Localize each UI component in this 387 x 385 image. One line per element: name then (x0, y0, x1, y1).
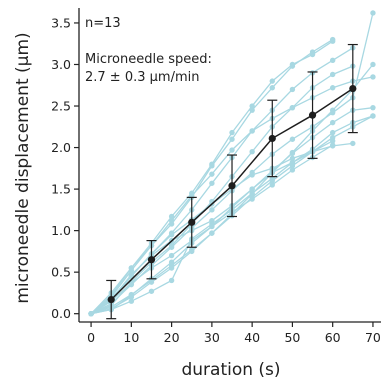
individual-trace-point (249, 172, 255, 178)
individual-trace-point (128, 265, 135, 271)
mean-point (188, 218, 196, 226)
individual-trace-point (249, 149, 255, 155)
individual-trace-line (90, 142, 353, 315)
individual-trace-point (249, 128, 255, 134)
y-tick-label: 2.5 (51, 99, 71, 114)
individual-trace-point (249, 186, 255, 192)
individual-trace-point (269, 78, 275, 84)
y-tick-label: 0.5 (51, 265, 71, 280)
y-axis-label: microneedle displacement (µm) (13, 32, 33, 303)
individual-trace-point (209, 180, 215, 186)
sample-size-annotation: n=13 (85, 16, 121, 31)
y-tick-label: 0.0 (51, 306, 71, 321)
x-tick-label: 0 (87, 330, 95, 345)
mean-point (228, 182, 236, 190)
x-tick-label: 10 (123, 330, 139, 345)
individual-trace-point (329, 119, 336, 126)
axes-group (78, 8, 381, 323)
individual-trace-point (350, 140, 356, 147)
individual-trace-point (168, 259, 175, 265)
ticks-group: 0 10 20 30 40 50 60 70 0.0 0.5 1.0 1.5 2.0 2.5 3.0 3.5 (51, 15, 381, 345)
mean-point (147, 256, 156, 264)
x-tick-label: 30 (204, 330, 220, 345)
speed-annotation-line2: 2.7 ± 0.3 µm/min (85, 70, 199, 85)
individual-trace-point (209, 161, 215, 167)
individual-trace-point (289, 136, 296, 142)
mean-point (268, 134, 276, 143)
individual-trace-point (249, 196, 255, 202)
individual-trace-point (329, 71, 336, 78)
individual-trace-point (249, 107, 255, 113)
individual-trace-point (128, 294, 135, 300)
individual-trace-point (289, 159, 296, 166)
y-tick-label: 1.0 (51, 223, 71, 238)
individual-trace-point (249, 190, 255, 196)
individual-trace-point (128, 298, 135, 304)
individual-trace-point (329, 109, 336, 116)
y-tick-label: 2.0 (51, 140, 71, 155)
individual-trace-point (229, 147, 235, 153)
mean-point (308, 111, 317, 119)
individual-trace-point (269, 182, 275, 188)
mean-series-group (106, 43, 358, 320)
individual-trace-point (168, 217, 175, 224)
individual-trace-point (168, 252, 175, 259)
individual-trace-point (370, 10, 376, 16)
individual-trace-point (370, 61, 376, 68)
x-tick-label: 40 (244, 330, 260, 345)
individual-trace-point (168, 244, 175, 250)
y-tick-label: 1.5 (51, 182, 71, 197)
individual-trace-point (209, 207, 215, 213)
individual-trace-point (289, 155, 296, 162)
individual-trace-point (148, 279, 155, 285)
individual-trace-point (209, 217, 215, 224)
individual-trace-point (148, 288, 155, 294)
individual-trace-point (329, 138, 336, 144)
individual-trace-point (189, 248, 195, 255)
speed-annotation-line1: Microneedle speed: (85, 52, 212, 67)
mean-point (107, 295, 115, 304)
individual-trace-point (88, 310, 94, 317)
individual-trace-point (168, 277, 175, 284)
individual-trace-point (168, 213, 175, 220)
individual-trace-point (329, 38, 336, 44)
individual-trace-point (289, 104, 296, 111)
individual-trace-point (289, 150, 296, 157)
individual-trace-point (329, 57, 336, 64)
individual-trace-point (209, 230, 215, 236)
individual-trace-point (209, 223, 215, 230)
individual-trace-point (289, 167, 296, 173)
x-axis-label: duration (s) (181, 360, 280, 380)
individual-trace-point (370, 104, 376, 111)
individual-trace-point (329, 85, 336, 91)
individual-trace-point (269, 85, 275, 91)
x-tick-label: 50 (284, 330, 300, 345)
individual-trace-point (128, 271, 135, 278)
individual-trace-point (229, 129, 235, 136)
mean-point (349, 84, 357, 93)
individual-trace-point (168, 232, 175, 238)
x-tick-label: 60 (325, 330, 341, 345)
individual-trace-point (249, 103, 255, 109)
x-tick-label: 70 (365, 330, 381, 345)
individual-trace-point (289, 86, 296, 93)
individual-trace-point (209, 171, 215, 177)
y-tick-label: 3.5 (51, 15, 71, 30)
individual-trace-point (168, 265, 175, 271)
individual-trace-point (289, 61, 296, 68)
individual-trace-line (90, 65, 354, 315)
individual-trace-point (329, 143, 336, 149)
individual-trace-point (229, 136, 235, 142)
x-tick-label: 20 (164, 330, 180, 345)
y-tick-label: 3.0 (51, 57, 71, 72)
individual-trace-point (309, 51, 316, 58)
individual-trace-point (370, 74, 376, 80)
individual-trace-point (329, 129, 336, 136)
individual-trace-point (370, 113, 376, 119)
